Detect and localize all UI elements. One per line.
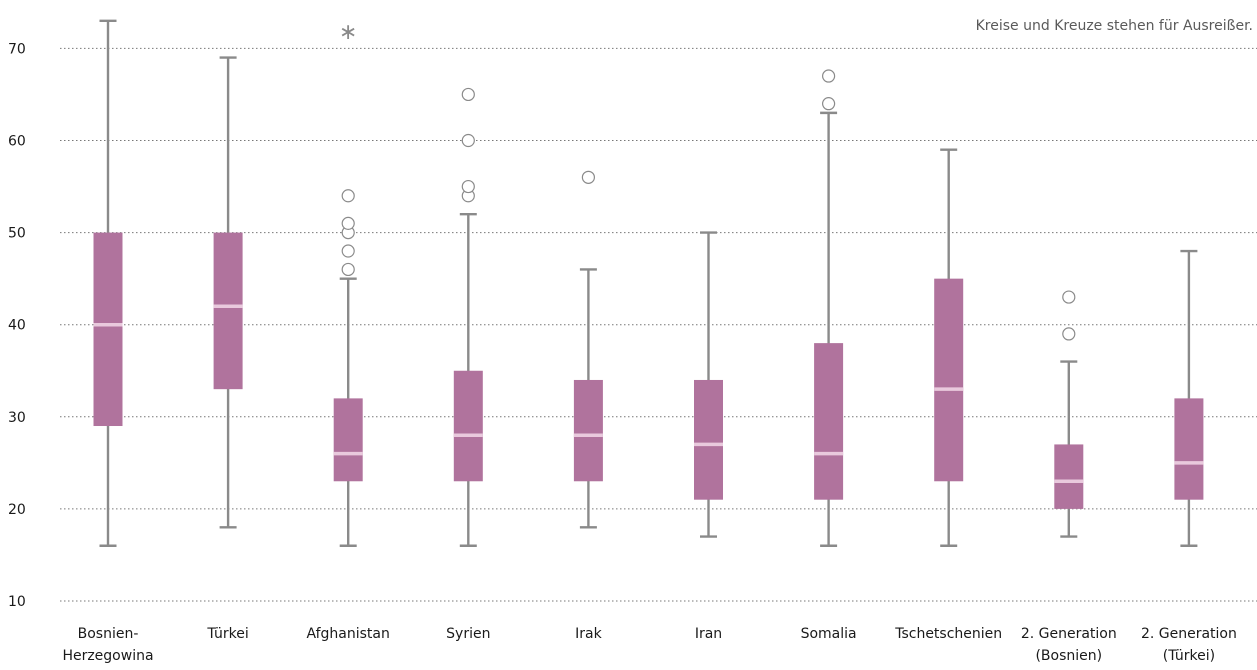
outlier-point: [821, 97, 836, 111]
y-tick-label: 10: [8, 594, 26, 610]
iqr-box: [1054, 444, 1084, 509]
x-tick-label: (Türkei): [1163, 648, 1215, 664]
iqr-box: [453, 370, 483, 482]
box-group: [573, 170, 603, 529]
y-tick-label: 60: [8, 134, 26, 150]
iqr-box: [213, 232, 243, 390]
iqr-box: [814, 343, 844, 500]
x-tick-label: Türkei: [206, 626, 248, 642]
iqr-box: [1174, 398, 1204, 500]
x-tick-label: Afghanistan: [307, 626, 390, 642]
y-tick-label: 40: [8, 318, 26, 334]
iqr-box: [694, 379, 723, 500]
outlier-point: [581, 170, 596, 184]
box-group: [453, 87, 483, 547]
x-tick-label: Herzegowina: [62, 648, 153, 664]
box-group: [814, 69, 844, 547]
outlier-point: [461, 87, 475, 102]
box-group: [1174, 249, 1204, 547]
box-group: [93, 19, 123, 547]
x-tick-label: Tschetschenien: [894, 626, 1002, 642]
outlier-point: [341, 189, 355, 203]
iqr-box: [93, 232, 123, 427]
x-tick-label: Iran: [695, 626, 722, 642]
box-group: [213, 56, 243, 529]
y-tick-label: 30: [8, 410, 26, 426]
x-tick-label: Somalia: [801, 626, 857, 642]
x-tick-label: 2. Generation: [1021, 626, 1117, 642]
x-tick-label: Bosnien-: [78, 626, 139, 642]
y-tick-label: 50: [8, 226, 26, 242]
outlier-point: [1062, 327, 1076, 341]
box-group: [694, 231, 723, 538]
y-tick-label: 20: [8, 502, 26, 518]
iqr-box: [333, 398, 363, 482]
y-tick-label: 70: [8, 41, 26, 57]
iqr-box: [934, 278, 964, 482]
outlier-point: [821, 69, 836, 83]
x-tick-label: (Bosnien): [1035, 648, 1102, 664]
box-group: [934, 148, 964, 547]
x-tick-label: 2. Generation: [1141, 626, 1237, 642]
box-group: [1054, 290, 1084, 538]
extreme-point: ∗: [339, 20, 357, 45]
x-tick-label: Syrien: [446, 626, 490, 642]
outlier-point: [1062, 290, 1076, 304]
outlier-point: [461, 179, 475, 194]
outlier-point: [461, 133, 475, 148]
outlier-note: Kreise und Kreuze stehen für Ausreißer.: [975, 18, 1253, 34]
x-tick-label: Irak: [575, 626, 602, 642]
outlier-point: [341, 244, 355, 258]
outlier-point: [341, 262, 355, 277]
box-group: ∗: [333, 20, 363, 547]
outlier-point: [341, 216, 355, 230]
iqr-box: [573, 379, 603, 482]
